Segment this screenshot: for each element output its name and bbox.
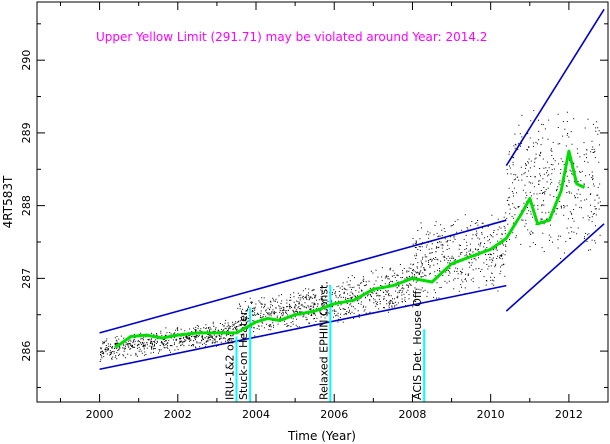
scatter-band	[506, 110, 601, 259]
annotation-text: Upper Yellow Limit (291.71) may be viola…	[96, 30, 487, 44]
envelope-upper-late-line	[505, 8, 605, 167]
event-label: ACIS Det. House Off	[411, 290, 424, 400]
smoothed-trend-line	[114, 149, 586, 349]
smoothed-trend	[114, 149, 586, 349]
event-label: Stuck-on Heater	[237, 310, 250, 400]
envelope-lines	[99, 8, 605, 371]
y-axis-title: 4RT583T	[1, 175, 15, 228]
x-tick-label: 2000	[86, 408, 114, 421]
plot-frame	[36, 1, 609, 403]
scatter-band	[334, 263, 414, 323]
envelope-lower-late-line	[505, 223, 605, 312]
y-tick-label: 290	[20, 50, 33, 71]
envelope-lower-early-line	[99, 284, 507, 371]
x-tick-label: 2006	[320, 408, 348, 421]
y-tick-label: 288	[20, 195, 33, 216]
envelope-upper-early-line	[99, 219, 507, 334]
event-label: Relaxed EPHIN Const.	[317, 281, 330, 400]
x-tick-label: 2004	[242, 408, 270, 421]
x-tick-label: 2012	[555, 408, 583, 421]
x-tick-label: 2010	[477, 408, 505, 421]
x-tick-label: 2002	[164, 408, 192, 421]
x-tick-label: 2008	[398, 408, 426, 421]
event-label: IRU-1&2 on	[223, 337, 236, 400]
axes: 2000 2002 2004 2006 2008 2010 2012 286 287 288 289…	[20, 2, 609, 421]
y-tick-label: 286	[20, 341, 33, 362]
y-tick-label: 289	[20, 122, 33, 143]
x-axis-title: Time (Year)	[287, 429, 356, 443]
y-tick-label: 287	[20, 268, 33, 289]
